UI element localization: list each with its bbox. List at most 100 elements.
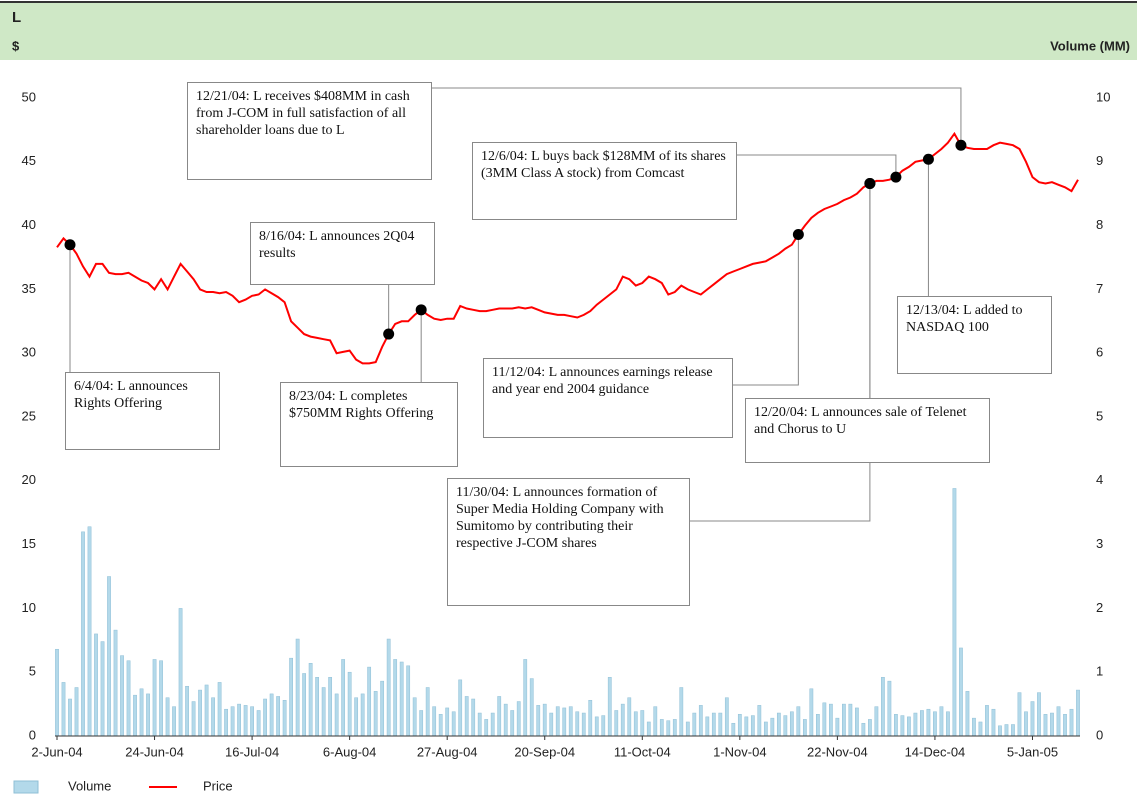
- annotation: 11/30/04: L announces formation of Super…: [447, 478, 690, 606]
- volume-bar: [679, 687, 684, 737]
- y-tick-label: 20: [22, 472, 36, 487]
- volume-bar: [185, 685, 189, 737]
- volume-bar: [529, 678, 534, 737]
- x-tick-label: 11-Oct-04: [614, 744, 671, 759]
- y2-tick-label: 2: [1096, 600, 1103, 615]
- y2-tick-label: 1: [1096, 664, 1103, 679]
- volume-bar: [497, 696, 502, 737]
- volume-bar: [172, 706, 176, 737]
- volume-bar: [763, 721, 768, 737]
- event-marker: [922, 153, 934, 165]
- volume-bar: [126, 660, 131, 737]
- volume-bar: [646, 721, 651, 737]
- event-marker: [415, 304, 427, 316]
- volume-bar: [237, 703, 241, 737]
- volume-bar: [61, 682, 66, 737]
- volume-bar: [373, 691, 378, 737]
- volume-bar: [107, 576, 111, 737]
- volume-bar: [133, 694, 137, 737]
- volume-bar: [243, 705, 248, 737]
- volume-bar: [907, 716, 911, 737]
- leader-line: [733, 234, 799, 386]
- volume-bar: [978, 721, 983, 737]
- volume-bar: [269, 693, 274, 737]
- volume-bar: [737, 714, 742, 737]
- x-tick-label: 6-Aug-04: [323, 744, 376, 759]
- volume-bar: [289, 657, 293, 737]
- volume-bar: [113, 629, 118, 737]
- volume-bar: [1043, 714, 1048, 737]
- volume-bar: [549, 712, 554, 737]
- volume-bar: [633, 711, 638, 737]
- volume-bar: [607, 677, 612, 737]
- volume-bar: [380, 680, 385, 737]
- y-tick-label: 5: [29, 664, 36, 679]
- volume-bar: [933, 711, 937, 737]
- y2-axis-label: Volume (MM): [1050, 38, 1130, 53]
- volume-bar: [471, 698, 476, 737]
- volume-bar: [698, 705, 703, 737]
- annotation: 12/13/04: L added to NASDAQ 100: [897, 296, 1052, 374]
- volume-bar: [1050, 712, 1054, 737]
- volume-bar: [1030, 701, 1035, 737]
- volume-bar: [1024, 711, 1028, 737]
- volume-bar: [965, 691, 970, 737]
- volume-bar: [1037, 692, 1041, 737]
- volume-bar: [74, 687, 79, 737]
- volume-bar: [1076, 689, 1080, 737]
- annotation: 12/20/04: L announces sale of Telenet an…: [745, 398, 990, 463]
- volume-bar: [81, 531, 85, 737]
- volume-bar: [972, 717, 976, 737]
- volume-bar: [412, 697, 417, 737]
- volume-bar: [855, 707, 859, 737]
- volume-bar: [718, 712, 723, 737]
- volume-bar: [55, 648, 59, 737]
- volume-bar: [809, 688, 814, 737]
- event-marker: [890, 171, 902, 183]
- volume-bar: [789, 711, 794, 737]
- volume-bar: [842, 703, 846, 737]
- volume-bar: [640, 710, 645, 737]
- volume-bar: [516, 701, 521, 737]
- volume-bar: [159, 660, 163, 737]
- volume-bar: [887, 680, 892, 737]
- volume-bar: [120, 655, 124, 737]
- volume-bar: [815, 714, 820, 737]
- chart-title: L: [12, 9, 21, 26]
- volume-bar: [653, 706, 658, 737]
- volume-bar: [419, 710, 424, 737]
- x-tick-label: 14-Dec-04: [905, 744, 966, 759]
- volume-bar: [848, 703, 853, 737]
- volume-bar: [705, 716, 710, 737]
- volume-bar: [399, 661, 404, 737]
- volume-bar: [776, 712, 781, 737]
- volume-bar: [490, 712, 495, 737]
- volume-bar: [685, 721, 690, 737]
- volume-bar: [1004, 724, 1009, 737]
- volume-bar: [659, 719, 664, 737]
- y2-tick-label: 3: [1096, 536, 1103, 551]
- y2-tick-label: 4: [1096, 472, 1103, 487]
- volume-bar: [542, 703, 547, 737]
- volume-bar: [946, 711, 950, 737]
- volume-bar: [341, 659, 346, 737]
- volume-bar: [334, 693, 339, 737]
- annotation: 8/16/04: L announces 2Q04 results: [250, 222, 435, 285]
- volume-bar: [438, 714, 443, 737]
- y2-tick-label: 5: [1096, 408, 1103, 423]
- volume-bar: [458, 679, 463, 737]
- volume-bar: [952, 488, 957, 737]
- x-tick-label: 16-Jul-04: [225, 744, 279, 759]
- volume-bar: [178, 608, 183, 737]
- volume-bar: [464, 696, 469, 737]
- volume-bar: [68, 698, 72, 737]
- volume-bar: [692, 712, 697, 737]
- y-tick-label: 50: [22, 89, 36, 104]
- x-tick-label: 2-Jun-04: [31, 744, 82, 759]
- volume-bar: [1017, 692, 1022, 737]
- volume-bar: [484, 719, 489, 737]
- volume-bar: [211, 697, 215, 737]
- volume-bar: [822, 702, 827, 737]
- volume-bar: [581, 712, 586, 737]
